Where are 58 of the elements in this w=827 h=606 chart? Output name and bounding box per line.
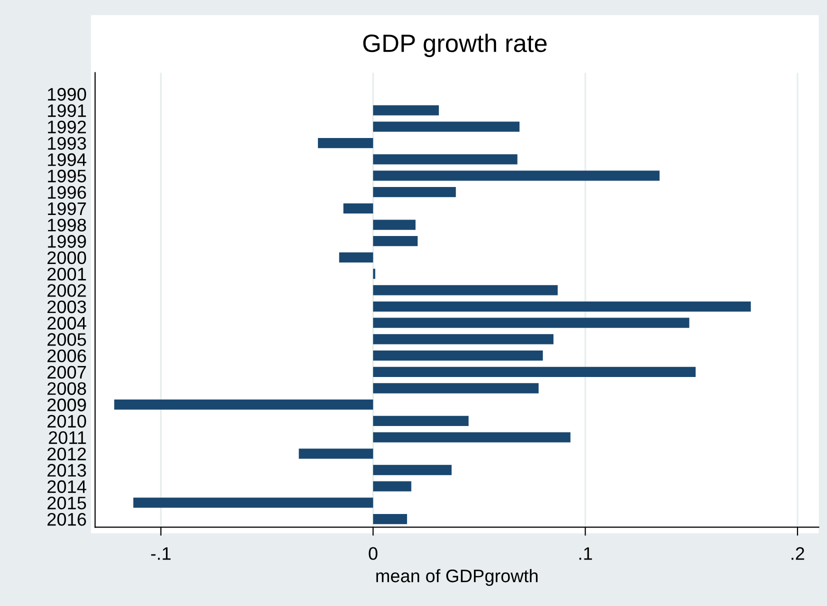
- y-tick-label: 1993: [48, 136, 86, 150]
- bar: [373, 220, 416, 230]
- y-tick-label: 2013: [48, 464, 86, 477]
- y-tick-label: 2009: [48, 398, 86, 412]
- bar: [373, 170, 660, 181]
- bar: [373, 416, 469, 426]
- x-tick-label: .1: [579, 547, 592, 560]
- x-tick-label: 0: [368, 547, 378, 560]
- bar: [298, 448, 374, 459]
- bar: [343, 203, 374, 214]
- bar: [373, 350, 543, 361]
- bar: [373, 383, 539, 394]
- bar: [373, 334, 554, 344]
- bar: [373, 105, 439, 116]
- y-tick-label: 1999: [48, 235, 86, 248]
- x-tick-label: .2: [792, 547, 804, 560]
- y-tick-label: 2005: [48, 333, 86, 346]
- bar: [373, 318, 690, 328]
- bar: [373, 366, 696, 377]
- y-tick-label: 2007: [48, 366, 86, 379]
- y-tick-label: 2003: [48, 300, 86, 314]
- y-tick-label: 2006: [48, 349, 86, 362]
- bar: [373, 122, 520, 132]
- y-tick-label: 2002: [48, 284, 86, 297]
- y-tick-label: 2008: [48, 382, 86, 395]
- bar: [373, 514, 408, 524]
- bar: [133, 498, 374, 508]
- y-tick-label: 2012: [48, 448, 86, 460]
- bar: [114, 400, 374, 410]
- x-axis-title: mean of GDPgrowth: [376, 569, 538, 586]
- bar: [373, 285, 558, 296]
- y-tick-label: 1997: [48, 202, 86, 216]
- y-tick-label: 2004: [48, 316, 86, 330]
- bar: [339, 252, 374, 263]
- bar: [373, 187, 456, 198]
- y-tick-label: 2016: [48, 512, 86, 526]
- y-tick-label: 1992: [48, 120, 86, 134]
- y-tick-label: 1994: [48, 153, 86, 166]
- y-tick-label: 2015: [48, 496, 86, 510]
- bar: [373, 301, 751, 312]
- bar: [373, 481, 412, 492]
- y-tick-label: 1991: [48, 104, 86, 118]
- bar: [318, 138, 374, 148]
- y-tick-label: 1990: [48, 88, 86, 101]
- y-tick-label: 2014: [48, 480, 86, 494]
- y-tick-label: 2011: [48, 431, 86, 444]
- y-tick-label: 2000: [48, 251, 86, 264]
- chart-title: GDP growth rate: [363, 34, 547, 58]
- y-tick-label: 1996: [48, 186, 86, 199]
- bar: [373, 432, 570, 442]
- y-tick-label: 1998: [48, 218, 86, 232]
- x-tick-label: -.1: [151, 547, 171, 560]
- y-tick-label: 2001: [48, 268, 86, 281]
- y-tick-label: 2010: [48, 414, 86, 428]
- bar: [373, 464, 452, 476]
- y-tick-label: 1995: [48, 170, 86, 182]
- bar: [373, 236, 418, 246]
- bar: [373, 154, 518, 164]
